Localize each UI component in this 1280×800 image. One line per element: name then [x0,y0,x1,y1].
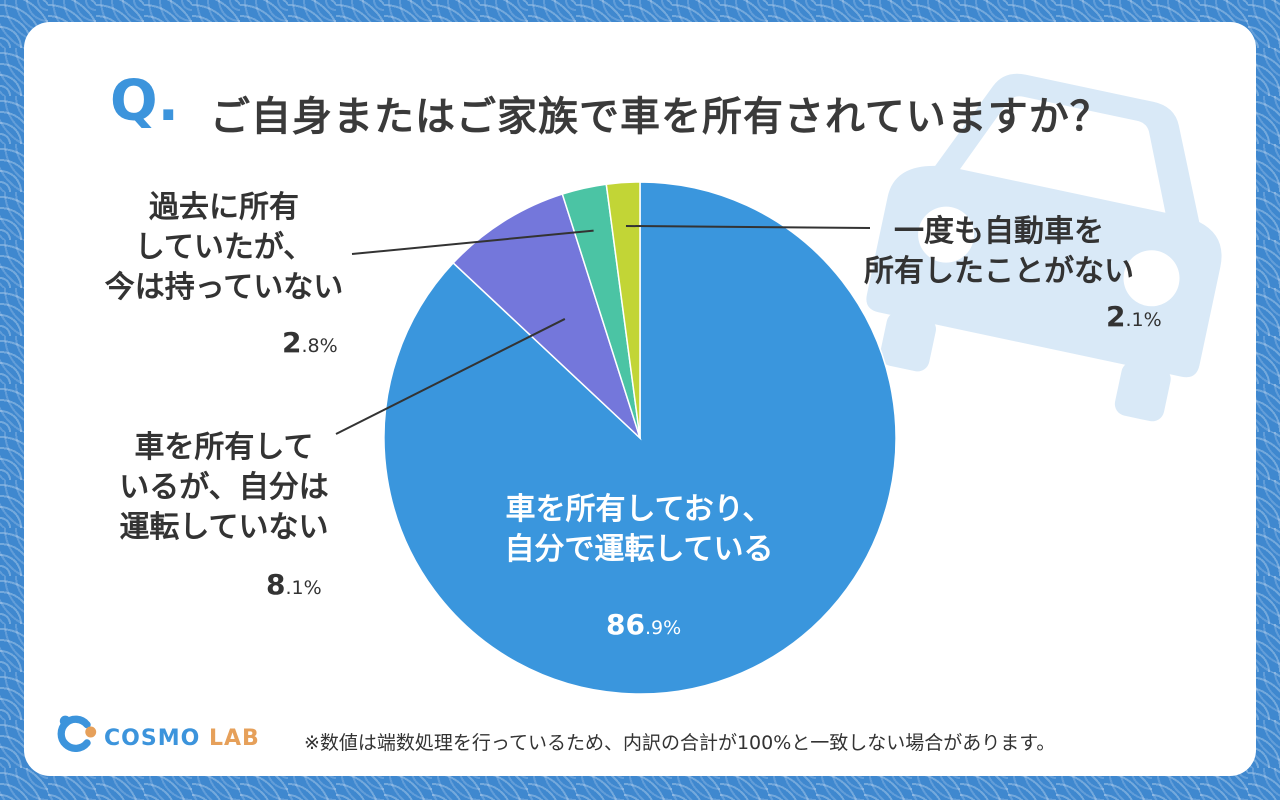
car-watermark-icon [866,73,1222,422]
slice-label-line: いるが、自分は [119,470,329,505]
slice-value-owned-no-drive: 8.1% [266,568,322,601]
slice-label-line: 運転していない [119,510,329,545]
leader-line-owned-no-drive [335,318,566,435]
slice-label-past-owned: 過去に所有 していたが、 今は持っていない [84,188,364,308]
slice-label-line: 自分で運転している [504,532,774,567]
slice-value-owned-drive: 86.9% [606,608,682,641]
question-mark-label: Q. [110,69,179,134]
slice-label-line: 過去に所有 [149,190,299,225]
slice-label-never-owned: 一度も自動車を 所有したことがない [844,212,1154,292]
slice-label-line: 一度も自動車を [894,214,1104,249]
slice-label-owned-no-drive: 車を所有して いるが、自分は 運転していない [94,428,354,548]
leader-line-never-owned [625,224,871,229]
slice-label-owned-drive: 車を所有しており、 自分で運転している [464,490,814,570]
slice-label-line: していたが、 [134,230,314,265]
cosmo-lab-logo-icon [57,715,97,752]
pie-chart [335,181,897,695]
slice-label-line: 車を所有しており、 [505,492,773,527]
slice-label-line: 所有したことがない [864,254,1134,289]
company-logo-text: COSMO LAB [104,726,260,751]
slice-value-never-owned: 2.1% [1106,300,1162,333]
question-title: ご自身またはご家族で車を所有されていますか？ [210,94,1111,140]
slice-label-line: 車を所有して [134,430,314,465]
infographic-card: Q. ご自身またはご家族で車を所有されていますか？ 車を所有しており、 自分で運… [24,22,1256,776]
slice-label-line: 今は持っていない [104,270,344,305]
pie-slice-never-owned [605,181,641,439]
leader-line-past-owned [351,229,594,255]
pie-slice-owned-no-drive [452,193,642,441]
slice-value-past-owned: 2.8% [282,326,338,359]
footnote: ※数値は端数処理を行っているため、内訳の合計が100%と一致しない場合があります… [304,732,1056,754]
